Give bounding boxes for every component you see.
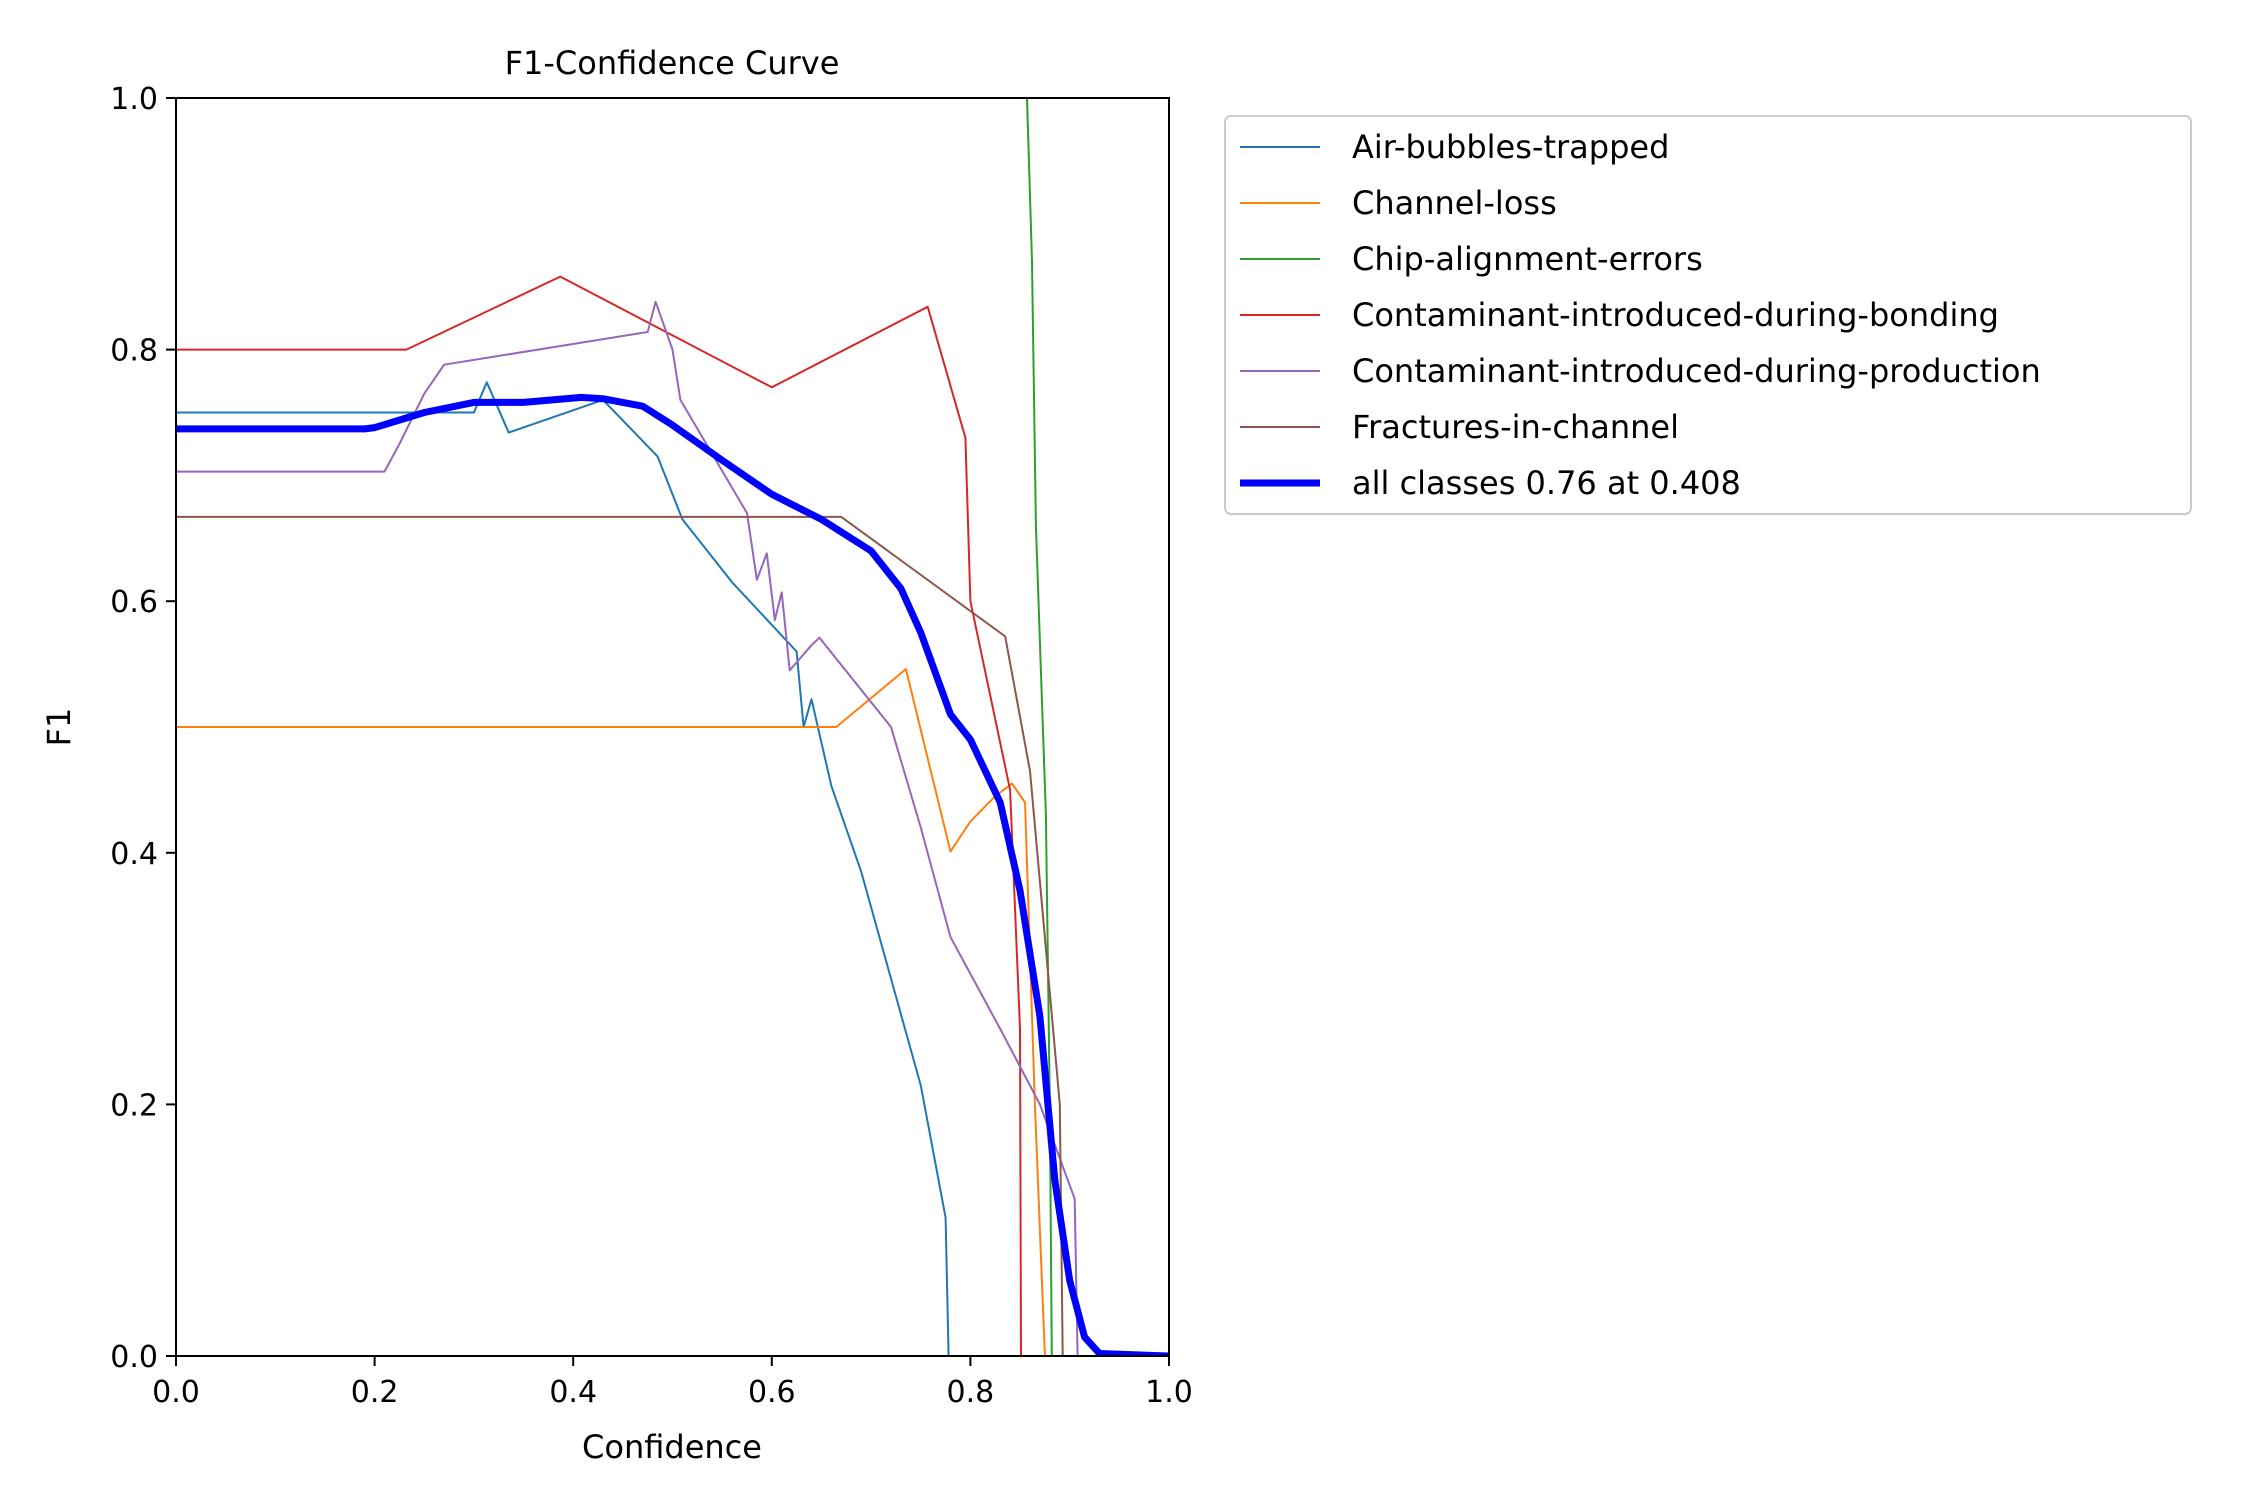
x-tick-label: 0.4 [549, 1375, 597, 1410]
series-line-6 [176, 393, 1169, 1356]
y-tick-label: 0.0 [110, 1340, 158, 1375]
y-axis-ticks: 0.0 0.2 0.4 0.6 0.8 1.0 [110, 82, 176, 1375]
legend-label-5: Fractures-in-channel [1352, 408, 1679, 446]
legend-frame [1224, 115, 2192, 515]
legend-items: Air-bubbles-trapped Channel-loss Chip-alig… [1240, 128, 2041, 502]
series-line-0 [176, 381, 1169, 1356]
series-layer [176, 98, 1169, 1356]
series-line-4 [176, 300, 1169, 1356]
legend: Air-bubbles-trapped Channel-loss Chip-alig… [1224, 115, 2192, 515]
y-tick-label: 0.6 [110, 585, 158, 620]
chart-title: F1-Confidence Curve [505, 44, 840, 82]
legend-label-6: all classes 0.76 at 0.408 [1352, 464, 1741, 502]
series-line-2 [1026, 98, 1169, 1356]
x-axis-ticks: 0.0 0.2 0.4 0.6 0.8 1.0 [152, 1356, 1193, 1410]
plot-area [176, 98, 1169, 1356]
x-tick-label: 0.2 [351, 1375, 399, 1410]
plot-frame [175, 97, 1170, 1357]
y-tick-label: 0.2 [110, 1088, 158, 1123]
series-line-3 [176, 275, 1169, 1356]
y-tick-label: 1.0 [110, 82, 158, 117]
x-tick-label: 0.6 [748, 1375, 796, 1410]
y-axis-label: F1 [40, 708, 78, 747]
legend-label-2: Chip-alignment-errors [1352, 240, 1703, 278]
legend-label-3: Contaminant-introduced-during-bonding [1352, 296, 1999, 334]
legend-label-0: Air-bubbles-trapped [1352, 128, 1669, 166]
y-tick-label: 0.4 [110, 837, 158, 872]
x-tick-label: 0.8 [947, 1375, 995, 1410]
series-line-5 [176, 515, 1169, 1356]
y-tick-label: 0.8 [110, 334, 158, 369]
x-tick-label: 1.0 [1145, 1375, 1193, 1410]
x-tick-label: 0.0 [152, 1375, 200, 1410]
legend-label-1: Channel-loss [1352, 184, 1557, 222]
legend-label-4: Contaminant-introduced-during-production [1352, 352, 2041, 390]
x-axis-label: Confidence [582, 1428, 762, 1466]
